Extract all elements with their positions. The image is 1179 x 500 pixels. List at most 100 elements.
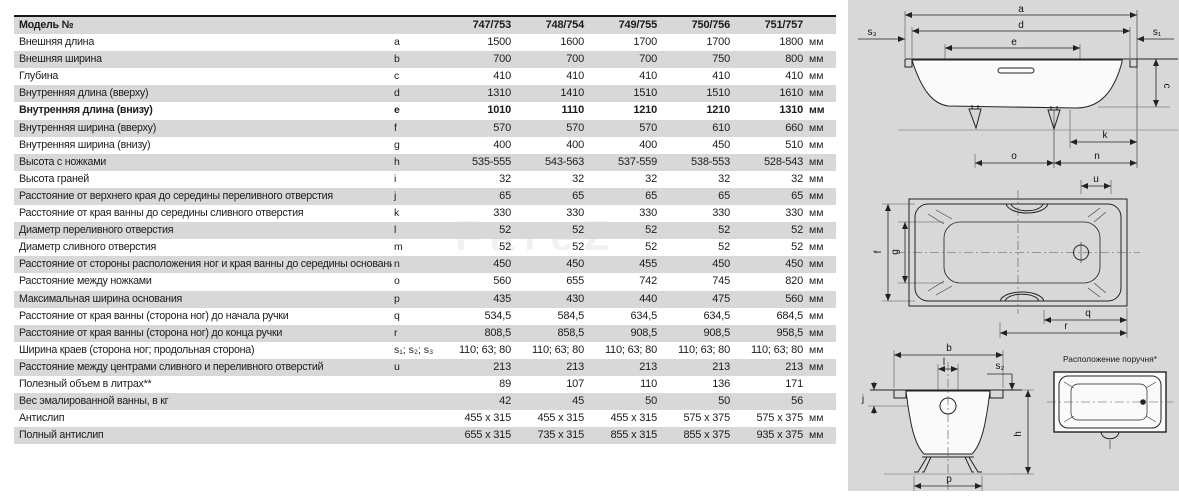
dim-label-q: q: [1085, 308, 1091, 319]
row-value: 735 x 315: [537, 429, 584, 442]
row-unit: мм: [809, 326, 824, 339]
row-value: 410: [712, 70, 730, 83]
row-value: 455: [639, 258, 657, 271]
dim-label-j: j: [861, 394, 864, 405]
row-letter: n: [394, 258, 400, 271]
row-value: 171: [785, 377, 803, 390]
row-value: 52: [791, 241, 803, 254]
row-value: 450: [785, 258, 803, 271]
row-letter: f: [394, 121, 397, 134]
row-unit: мм: [809, 155, 824, 168]
row-label: Расстояние между ножками: [19, 275, 152, 288]
row-value: 65: [718, 189, 730, 202]
row-value: 430: [566, 292, 584, 305]
table-row: Вес эмалированной ванны, в кг 42 45 50 50 56: [14, 393, 836, 411]
table-row: Расстояние от края ванны до середины сли…: [14, 205, 836, 222]
row-value: 107: [566, 377, 584, 390]
row-value: 32: [572, 172, 584, 185]
row-unit: мм: [809, 87, 824, 100]
row-letter: a: [394, 36, 400, 49]
row-value: 1510: [706, 87, 730, 100]
row-value: 110; 63; 80: [604, 343, 657, 356]
row-label: Вес эмалированной ванны, в кг: [19, 395, 169, 408]
row-value: 1610: [779, 87, 803, 100]
row-value: 1600: [560, 36, 584, 49]
row-value: 110; 63; 80: [677, 343, 730, 356]
row-value: 410: [639, 70, 657, 83]
table-row: Расстояние между ножками o 560 655 742 745 820…: [14, 273, 836, 290]
row-value: 410: [785, 70, 803, 83]
table-row: Полезный объем в литрах** 89 107 110 136 171: [14, 376, 836, 393]
bathtub-mini-plan: [1047, 371, 1173, 449]
row-value: 440: [639, 292, 657, 305]
table-row: Высота с ножками h 535-555 543-563 537-559 53…: [14, 153, 836, 171]
table-row: Расстояние от стороны расположения ног и…: [14, 256, 836, 274]
row-unit: мм: [809, 53, 824, 66]
row-value: 700: [639, 53, 657, 66]
row-value: 110: [640, 377, 657, 390]
row-unit: мм: [809, 241, 824, 254]
bathtub-plan-view: [896, 190, 1140, 314]
side-view-dimensions: a d s₃ s₁ e c k o n: [858, 4, 1174, 166]
row-value: 32: [791, 172, 803, 185]
row-value: 750: [712, 53, 730, 66]
row-value: 52: [718, 224, 730, 237]
row-value: 410: [566, 70, 584, 83]
row-value: 575 x 375: [683, 412, 730, 425]
row-value: 400: [639, 138, 657, 151]
table-row: Глубина c 410 410 410 410 410 мм: [14, 68, 836, 85]
row-label: Расстояние от верхнего края до середины …: [19, 189, 333, 202]
table-row: Расстояние между центрами сливного и пер…: [14, 358, 836, 376]
row-value: 52: [499, 224, 511, 237]
row-unit: мм: [809, 36, 824, 49]
table-row: Высота граней i 32 32 32 32 32 мм: [14, 171, 836, 188]
bathtub-feet: [914, 456, 982, 473]
row-value: 655 x 315: [464, 429, 511, 442]
table-header-label: Модель №: [19, 19, 74, 31]
row-unit: мм: [809, 189, 824, 202]
row-value: 1500: [487, 36, 511, 49]
row-value: 1310: [487, 87, 511, 100]
row-value: 42: [499, 395, 511, 408]
row-letter: i: [394, 172, 397, 185]
table-row: Антислип 455 x 315 455 x 315 455 x 315 575 x…: [14, 410, 836, 427]
row-value: 136: [712, 377, 730, 390]
row-value: 110; 63; 80: [750, 343, 803, 356]
table-row: Диаметр переливного отверстия l 52 52 52 52 52…: [14, 222, 836, 240]
row-value: 684,5: [776, 309, 803, 322]
handle-view-title: Расположение поручня*: [1063, 354, 1158, 364]
row-label: Максимальная ширина основания: [19, 292, 183, 305]
row-value: 908,5: [630, 326, 657, 339]
row-value: 110; 63; 80: [458, 343, 511, 356]
end-view-diagram: b l s₂ j h p: [861, 343, 1034, 492]
row-letter: k: [394, 207, 400, 220]
row-value: 560: [785, 292, 803, 305]
row-label: Расстояние от края ванны до середины сли…: [19, 207, 304, 220]
row-unit: [805, 376, 836, 393]
row-value: 855 x 315: [610, 429, 657, 442]
row-label: Расстояние от стороны расположения ног и…: [19, 258, 392, 271]
table-row: Внутренняя длина (вверху) d 1310 1410 1510 15…: [14, 85, 836, 103]
row-letter: d: [394, 87, 400, 100]
model-column-header: 747/753: [472, 19, 512, 31]
row-unit: мм: [809, 412, 824, 425]
row-value: 450: [566, 258, 584, 271]
row-value: 1410: [560, 87, 584, 100]
row-value: 52: [791, 224, 803, 237]
row-letter: o: [394, 275, 400, 288]
row-value: 534,5: [484, 309, 511, 322]
row-value: 213: [566, 360, 584, 373]
spec-table-body: Модель № 747/753 748/754 749/755 750/756…: [14, 16, 836, 445]
row-unit: мм: [809, 70, 824, 83]
row-letter: q: [394, 309, 400, 322]
row-label: Внутренняя длина (вверху): [19, 87, 149, 100]
bathtub-feet: [968, 105, 1061, 131]
dim-label-u: u: [1093, 174, 1099, 185]
dim-label-s1: s₁: [1153, 27, 1162, 38]
row-letter: h: [394, 155, 400, 168]
row-value: 330: [712, 207, 730, 220]
row-label: Расстояние между центрами сливного и пер…: [19, 360, 324, 373]
row-unit: мм: [809, 121, 824, 134]
model-column-header: 750/756: [691, 19, 731, 31]
dim-label-k: k: [1103, 130, 1109, 141]
